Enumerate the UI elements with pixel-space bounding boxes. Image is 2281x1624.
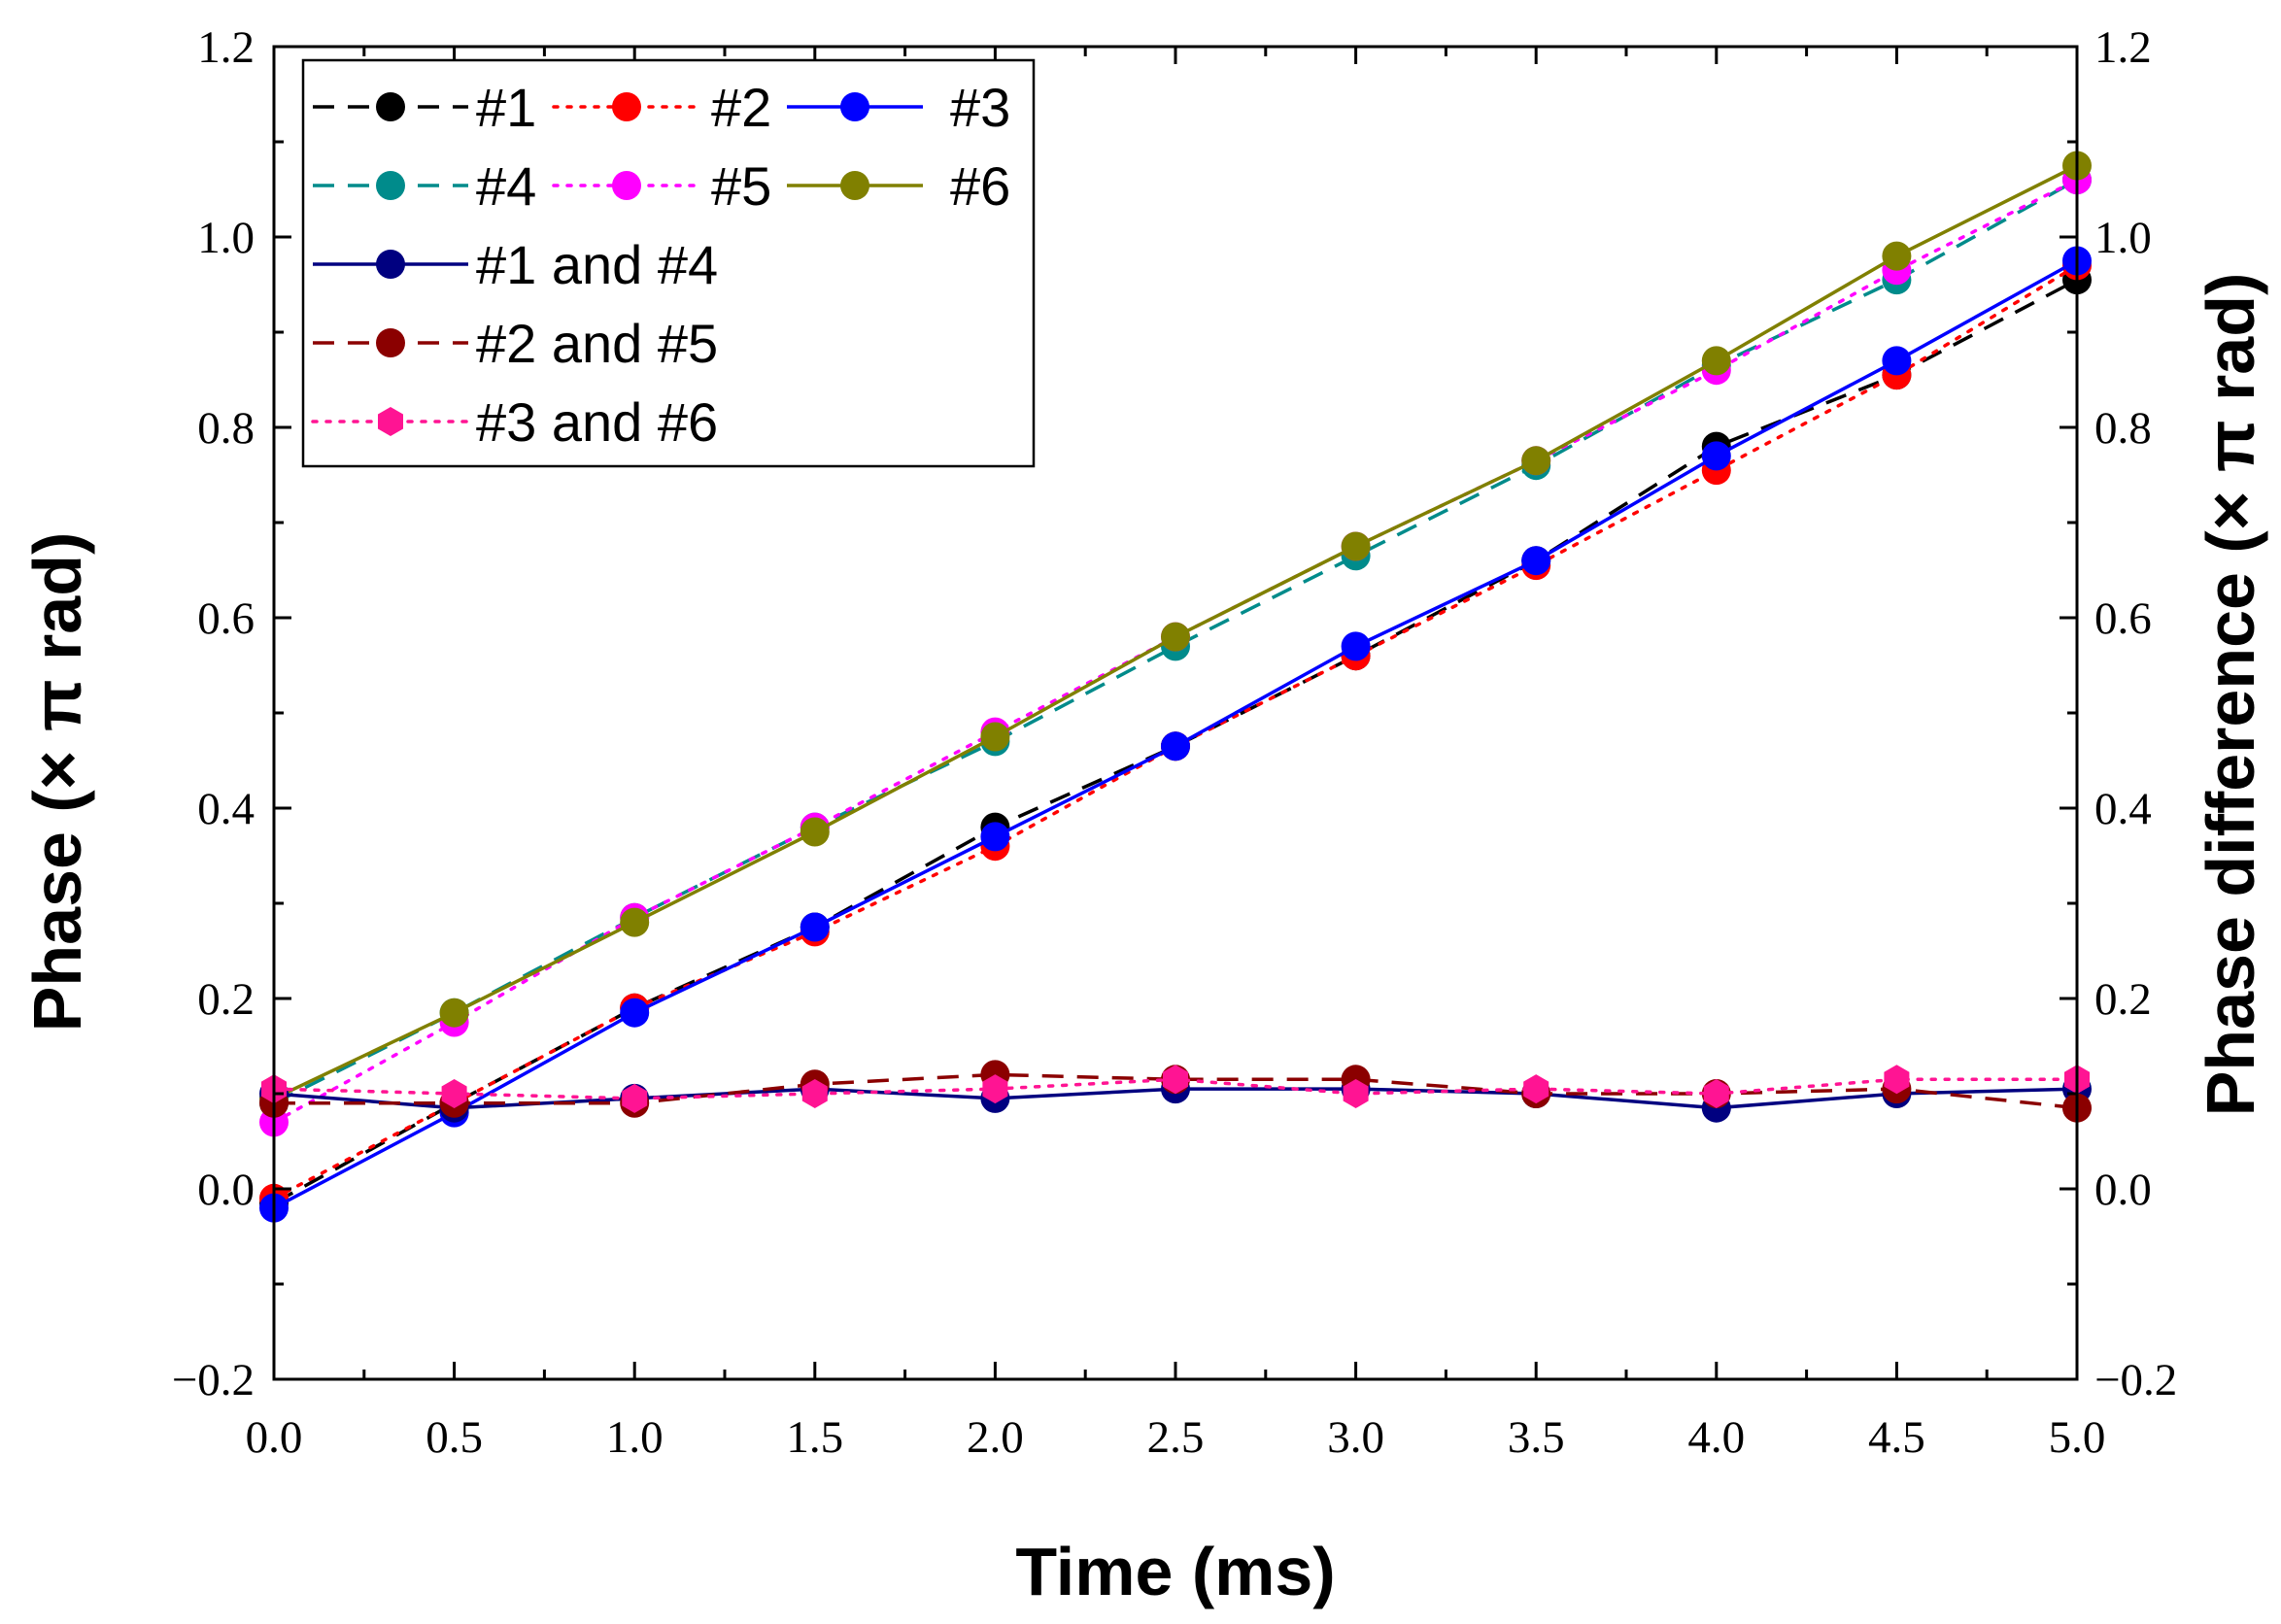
legend-label: #6	[950, 155, 1010, 217]
x-tick-label: 3.0	[1327, 1412, 1384, 1463]
data-point	[1521, 546, 1551, 576]
legend-marker	[840, 92, 869, 121]
data-point	[622, 1083, 648, 1113]
y-right-tick-label: 0.4	[2094, 784, 2152, 834]
legend-marker	[378, 407, 403, 436]
legend-marker	[376, 171, 405, 200]
y-left-tick-label: 1.2	[197, 22, 255, 73]
legend-label: #4	[476, 155, 536, 217]
x-axis-title: Time (ms)	[1015, 1534, 1335, 1609]
data-point	[1161, 731, 1190, 761]
data-point	[1523, 1074, 1549, 1104]
data-point	[1703, 1079, 1729, 1108]
data-point	[980, 822, 1010, 852]
y-left-tick-label: −0.2	[172, 1355, 255, 1405]
y-left-tick-label: 0.4	[197, 784, 255, 834]
legend-marker	[840, 171, 869, 200]
legend-entry: #2	[552, 77, 771, 138]
legend-entry: #2 and #5	[313, 313, 718, 374]
legend-label: #2	[711, 77, 771, 138]
legend-entry: #1	[313, 77, 536, 138]
data-point	[620, 998, 650, 1028]
series-line	[273, 178, 2078, 1105]
y-axis-left-title: Phase (× π rad)	[19, 532, 95, 1032]
x-tick-label: 4.0	[1687, 1412, 1745, 1463]
legend-label: #2 and #5	[476, 313, 718, 374]
legend-label: #3	[950, 77, 1010, 138]
x-tick-label: 4.5	[1868, 1412, 1925, 1463]
y-right-tick-label: 0.2	[2094, 974, 2152, 1025]
data-point	[1521, 446, 1551, 476]
data-point	[620, 907, 650, 937]
legend-entry: #6	[787, 155, 1010, 217]
data-point	[1343, 1079, 1369, 1108]
x-tick-label: 1.5	[786, 1412, 843, 1463]
data-point	[1701, 346, 1731, 376]
legend-entry: #5	[552, 155, 771, 217]
data-point	[1161, 622, 1190, 652]
data-point	[1341, 631, 1371, 661]
data-point	[1701, 441, 1731, 471]
legend-entry: #3	[787, 77, 1010, 138]
data-point	[1341, 531, 1371, 561]
legend: #1 #2 #3 #4 #5 #6 #1 and #4 #2 and #5 #3 and #6	[301, 58, 1036, 468]
data-point	[982, 1074, 1008, 1104]
data-point	[980, 722, 1010, 752]
y-right-tick-label: 1.2	[2094, 22, 2152, 73]
y-left-tick-label: 0.2	[197, 974, 255, 1025]
y-right-tick-label: 0.8	[2094, 403, 2152, 454]
data-point	[1882, 241, 1912, 271]
y-right-tick-label: 1.0	[2094, 213, 2152, 263]
legend-marker	[376, 328, 405, 357]
legend-marker	[376, 250, 405, 279]
data-point	[1882, 346, 1912, 376]
series-line	[274, 1072, 2078, 1110]
data-point	[1163, 1065, 1188, 1095]
y-left-tick-label: 0.6	[197, 593, 255, 644]
series-group	[259, 151, 2092, 1223]
y-left-tick-label: 0.0	[197, 1165, 255, 1215]
x-tick-label: 1.0	[606, 1412, 664, 1463]
y-axis-right-title: Phase difference (× π rad)	[2193, 273, 2268, 1117]
legend-entry: #4	[313, 155, 536, 217]
legend-label: #5	[711, 155, 771, 217]
data-point	[801, 1079, 828, 1108]
plot-frame: 0.0 0.5 1.0 1.5 2.0 2.5 3.0 3.5 4.0 4.5 5.0 −0.2 0.0…	[172, 22, 2178, 1463]
legend-marker	[612, 92, 641, 121]
x-tick-label: 3.5	[1508, 1412, 1565, 1463]
x-tick-label: 2.5	[1147, 1412, 1205, 1463]
y-right-tick-label: 0.0	[2094, 1165, 2152, 1215]
x-tick-label: 0.0	[246, 1412, 303, 1463]
y-left-tick-label: 1.0	[197, 213, 255, 263]
data-point	[441, 1079, 467, 1108]
data-point	[800, 817, 830, 847]
x-tick-label: 2.0	[967, 1412, 1024, 1463]
x-tick-label: 0.5	[426, 1412, 483, 1463]
legend-marker	[612, 171, 641, 200]
legend-label: #3 and #6	[476, 391, 718, 453]
legend-marker	[376, 92, 405, 121]
x-tick-label: 5.0	[2049, 1412, 2106, 1463]
y-left-tick-label: 0.8	[197, 403, 255, 454]
data-point	[1884, 1065, 1910, 1095]
legend-entry: #1 and #4	[313, 234, 718, 295]
legend-label: #1 and #4	[476, 234, 718, 295]
data-point	[439, 998, 469, 1028]
series-9	[261, 1065, 2090, 1113]
data-point	[800, 912, 830, 942]
y-right-tick-label: 0.6	[2094, 593, 2152, 644]
legend-label: #1	[476, 77, 536, 138]
legend-entry: #3 and #6	[311, 391, 718, 453]
series-6	[259, 151, 2092, 1113]
y-right-tick-label: −0.2	[2094, 1355, 2177, 1405]
